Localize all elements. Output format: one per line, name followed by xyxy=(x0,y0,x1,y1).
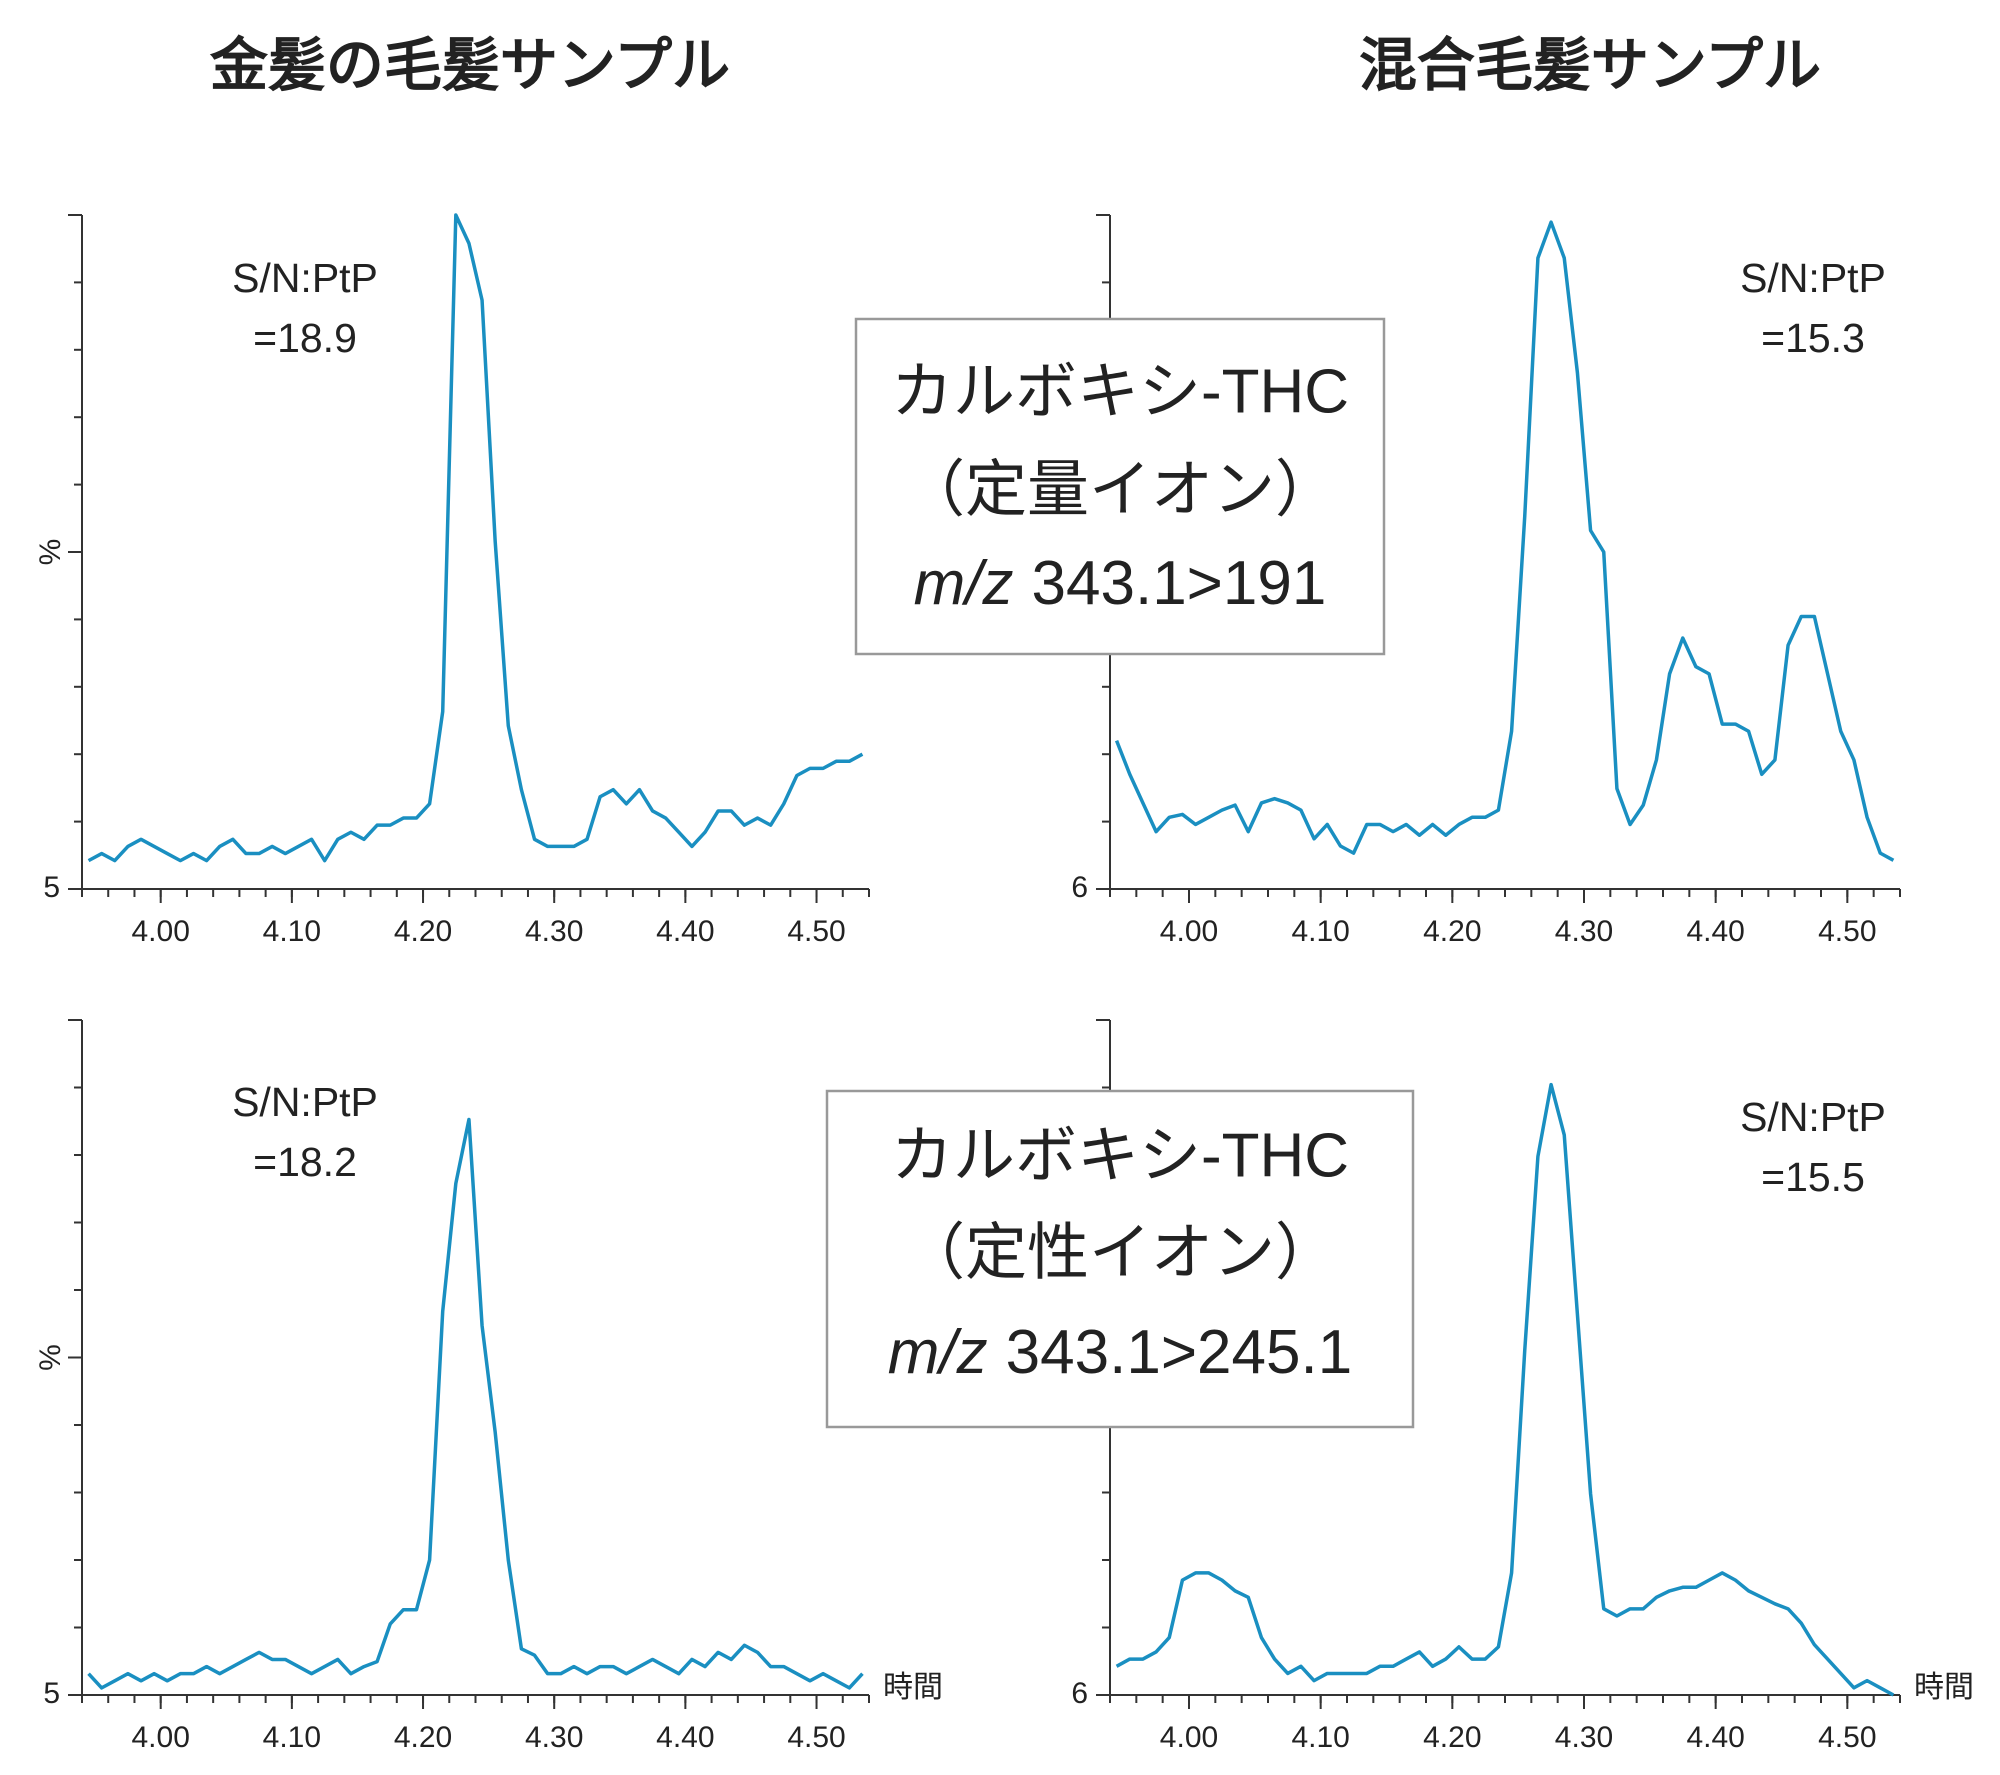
x-tick-label: 4.40 xyxy=(1686,1721,1744,1754)
x-tick-label: 4.40 xyxy=(656,1721,714,1754)
x-tick-label: 4.00 xyxy=(1160,915,1218,948)
transition: 343.1>191 xyxy=(1032,549,1327,618)
x-tick-label: 4.50 xyxy=(1818,915,1876,948)
x-tick-label: 4.30 xyxy=(1555,915,1613,948)
y-tick-label: 6 xyxy=(1071,871,1088,904)
column-heading: 金髪の毛髪サンプル xyxy=(210,31,730,99)
x-tick-label: 4.00 xyxy=(132,1721,190,1754)
data-line xyxy=(87,213,864,863)
x-tick-label: 4.30 xyxy=(525,1721,583,1754)
box-frame xyxy=(825,1089,1415,1429)
x-tick-label: 4.20 xyxy=(1423,1721,1481,1754)
compound: カルボキシ-THC xyxy=(891,357,1349,426)
x-tick-label: 4.20 xyxy=(394,915,452,948)
annotation: S/N:PtP xyxy=(232,255,378,301)
annotation: S/N:PtP xyxy=(1740,1094,1886,1140)
y-axis-label: % xyxy=(34,539,67,566)
x-axis-label: 時間 xyxy=(883,1671,943,1704)
y-tick-label: 5 xyxy=(43,1677,60,1710)
data-line xyxy=(1114,220,1895,862)
x-tick-label: 4.30 xyxy=(525,915,583,948)
plots: 5 4.00 4.10 4.20 4.30 4.40 4.50% S/N:PtP =18.9 6 4… xyxy=(34,213,1974,1754)
x-tick-label: 4.00 xyxy=(1160,1721,1218,1754)
x-tick-label: 4.50 xyxy=(787,915,845,948)
ion-type: （定性イオン） xyxy=(903,1218,1337,1287)
column-heading: 混合毛髪サンプル xyxy=(1359,31,1821,99)
annotation: S/N:PtP xyxy=(1740,255,1886,301)
mz: m/z xyxy=(888,1318,988,1387)
transition: 343.1>245.1 xyxy=(1006,1318,1353,1387)
annotation: =18.9 xyxy=(253,315,357,361)
label-box: カルボキシ-THC （定量イオン） m/z 343.1>191 xyxy=(854,317,1386,656)
box-frame xyxy=(854,317,1386,656)
data-line xyxy=(87,1117,864,1690)
label-box: カルボキシ-THC （定性イオン） m/z 343.1>245.1 xyxy=(825,1089,1415,1429)
annotation: S/N:PtP xyxy=(232,1079,378,1125)
annotation: =15.5 xyxy=(1761,1154,1865,1200)
x-tick-label: 4.20 xyxy=(1423,915,1481,948)
x-tick-label: 4.40 xyxy=(1686,915,1744,948)
transition-line: m/z 343.1>245.1 xyxy=(888,1318,1352,1387)
x-tick-label: 4.10 xyxy=(1291,915,1349,948)
y-tick-label: 6 xyxy=(1071,1677,1088,1710)
mz: m/z xyxy=(914,549,1014,618)
x-tick-label: 4.10 xyxy=(1291,1721,1349,1754)
y-tick-label: 5 xyxy=(43,871,60,904)
x-tick-label: 4.50 xyxy=(1818,1721,1876,1754)
data-line xyxy=(1115,1082,1895,1697)
compound: カルボキシ-THC xyxy=(891,1121,1349,1190)
x-tick-label: 4.00 xyxy=(132,915,190,948)
ion-type: （定量イオン） xyxy=(903,455,1337,524)
x-tick-label: 4.10 xyxy=(263,1721,321,1754)
annotation: =15.3 xyxy=(1761,315,1865,361)
y-axis-label: % xyxy=(34,1344,67,1371)
annotation: =18.2 xyxy=(253,1139,357,1185)
x-tick-label: 4.40 xyxy=(656,915,714,948)
x-tick-label: 4.20 xyxy=(394,1721,452,1754)
x-tick-label: 4.30 xyxy=(1555,1721,1613,1754)
transition-line: m/z 343.1>191 xyxy=(914,549,1327,618)
x-tick-label: 4.10 xyxy=(263,915,321,948)
x-axis-label: 時間 xyxy=(1914,1671,1974,1704)
x-tick-label: 4.50 xyxy=(787,1721,845,1754)
